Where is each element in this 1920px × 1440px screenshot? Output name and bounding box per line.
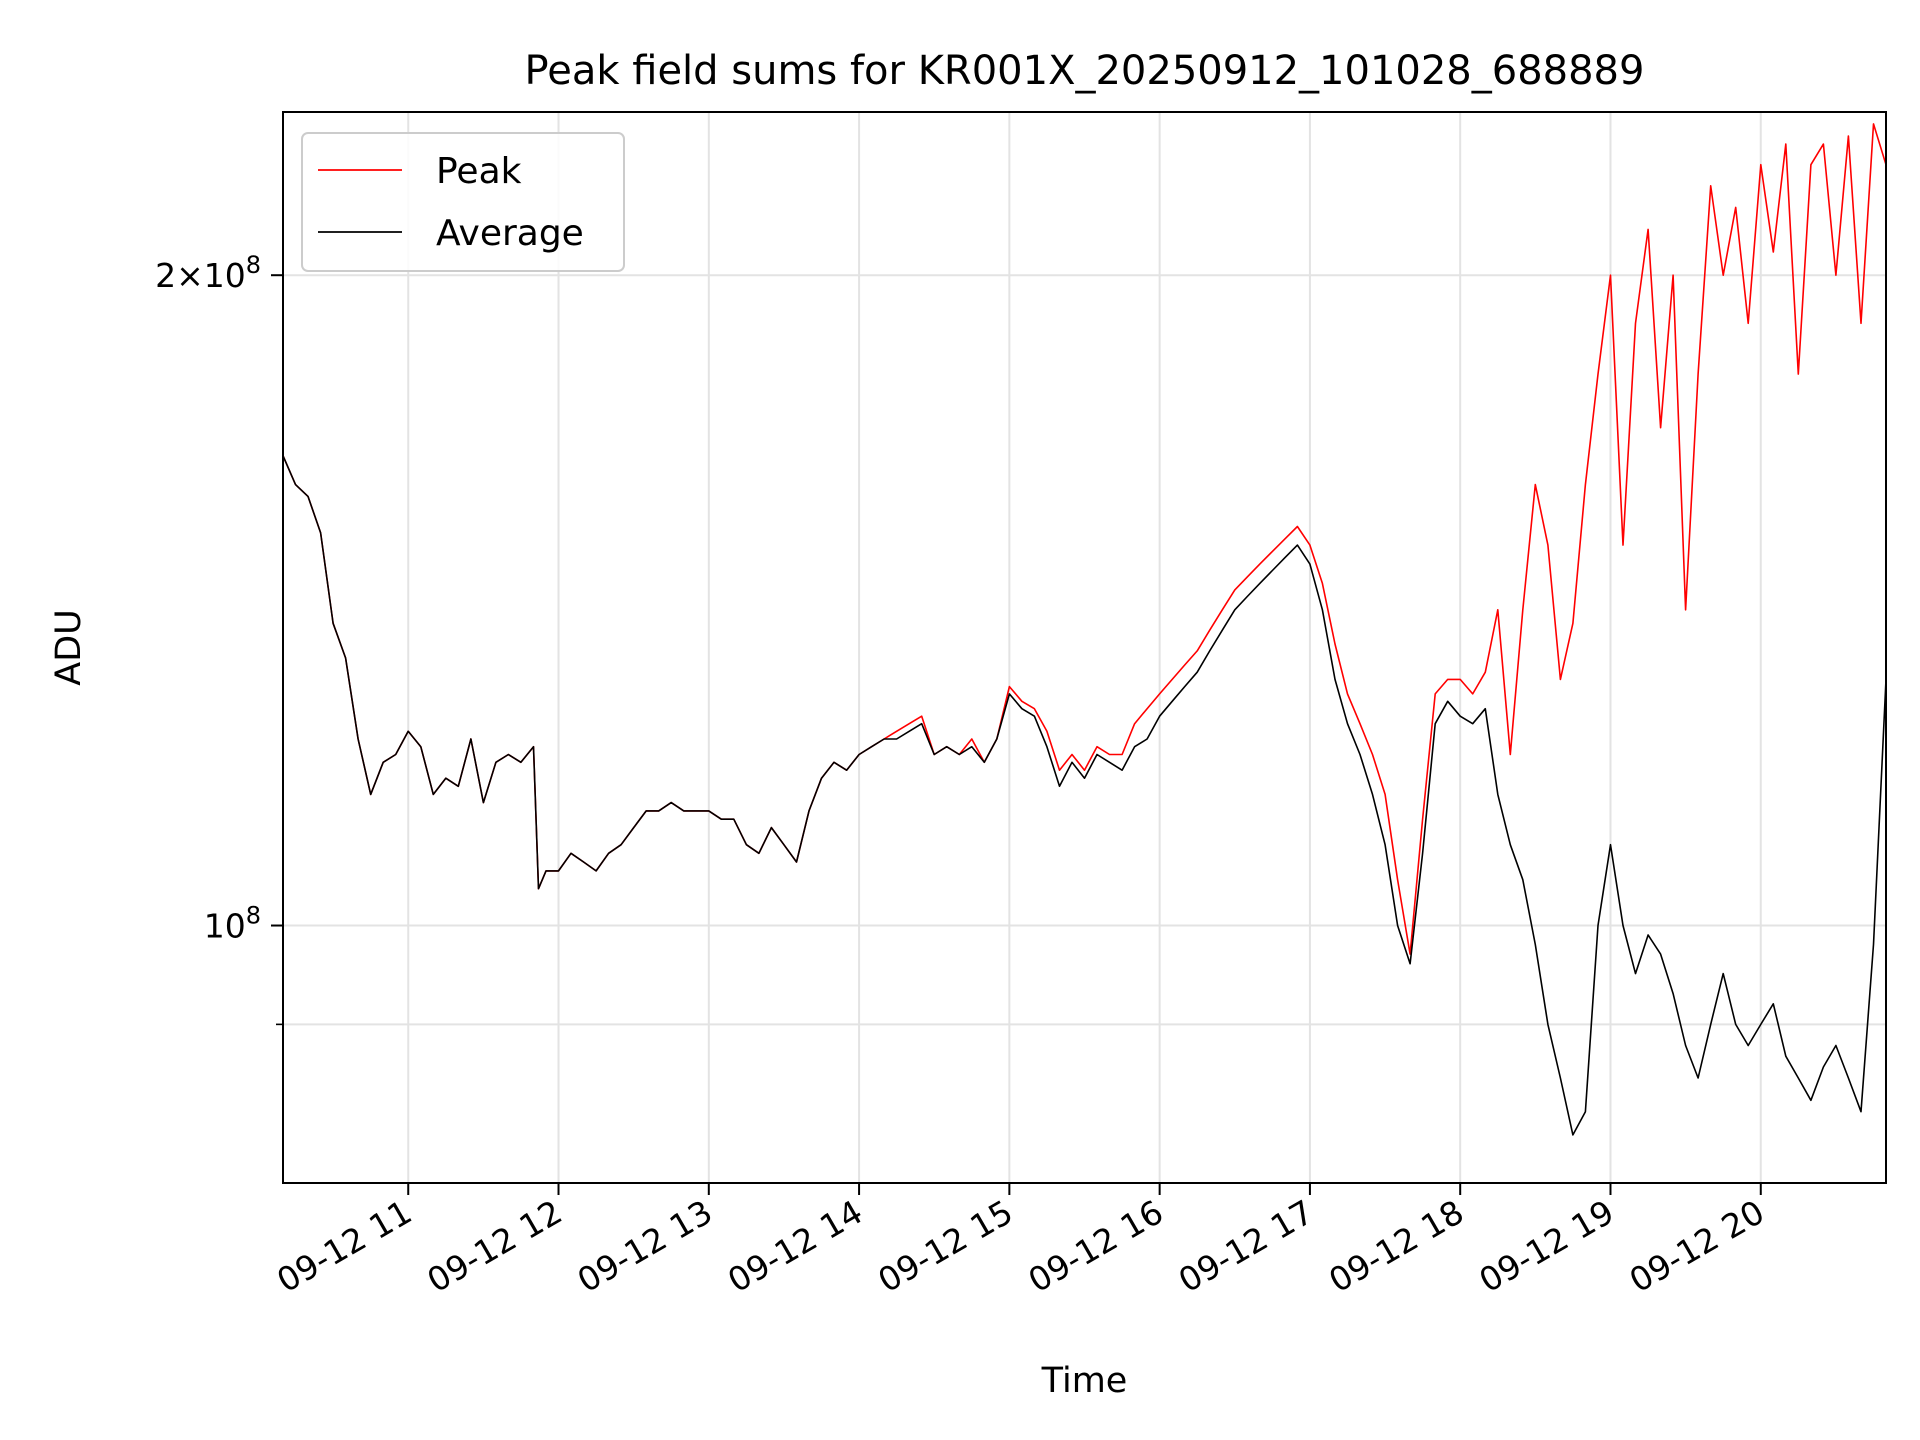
legend-label: Average <box>436 213 584 254</box>
legend-box <box>301 132 625 272</box>
y-tick-base: 10 <box>204 256 246 295</box>
legend: Peak Average <box>301 132 625 272</box>
legend-label: Peak <box>436 151 522 192</box>
y-axis-label: ADU <box>49 609 89 686</box>
x-axis-label: Time <box>1041 1361 1128 1401</box>
y-tick-base: 10 <box>204 907 246 946</box>
y-tick-exponent: 8 <box>246 902 261 930</box>
y-tick-times: × <box>176 256 204 295</box>
y-tick-label: 2×108 <box>155 251 261 295</box>
series-layer <box>283 123 1886 1136</box>
plot-frame <box>282 111 1887 1184</box>
y-tick-exponent: 8 <box>246 251 261 279</box>
y-tick-label: 108 <box>204 902 261 946</box>
chart-title: Peak field sums for KR001X_20250912_1010… <box>525 48 1645 94</box>
series-line-average <box>283 455 1886 1136</box>
y-tick-mantissa: 2 <box>155 256 176 295</box>
